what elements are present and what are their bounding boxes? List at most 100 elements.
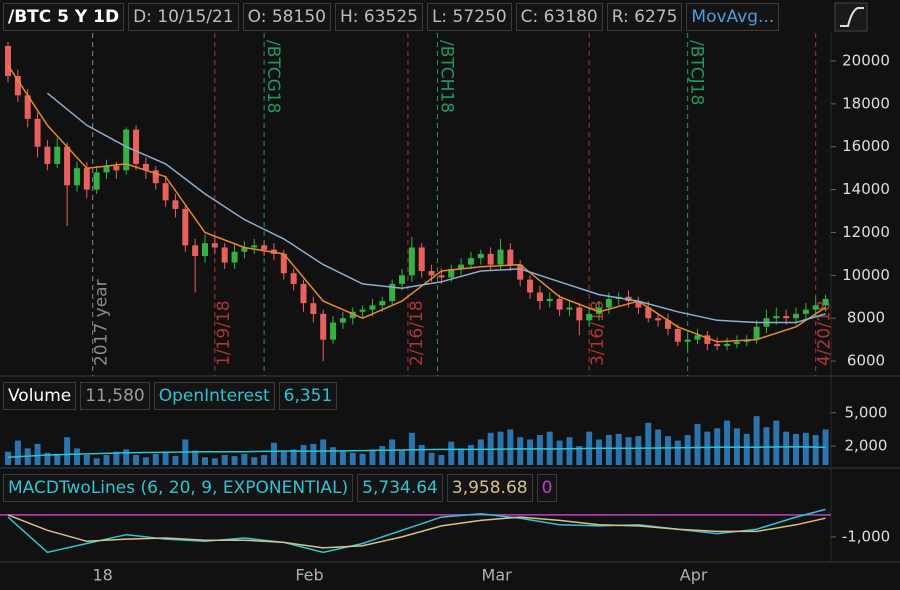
header-field: 0 xyxy=(536,474,558,502)
volume-bar xyxy=(133,455,140,465)
header-field: 5,734.64 xyxy=(357,474,443,502)
candle-body xyxy=(458,264,465,269)
line-series xyxy=(7,64,826,343)
volume-bar xyxy=(73,448,80,465)
y-tick-label: 14000 xyxy=(842,180,890,198)
candle-body xyxy=(477,253,484,259)
candle-body xyxy=(379,301,386,306)
volume-bar xyxy=(113,451,120,465)
line-series xyxy=(7,445,826,458)
candle-body xyxy=(5,46,11,77)
icon-curve[interactable] xyxy=(840,7,864,27)
event-label: 2017 year xyxy=(92,279,112,366)
candle-body xyxy=(536,292,543,302)
volume-bar xyxy=(103,455,110,465)
candle-body xyxy=(54,146,61,164)
volume-bar xyxy=(704,431,711,465)
header-field: 3,958.68 xyxy=(446,474,533,502)
volume-bar xyxy=(596,439,602,465)
y-tick-label: -1,000 xyxy=(842,527,890,545)
candle-body xyxy=(211,243,218,248)
volume-bar xyxy=(753,416,760,465)
volume-bar xyxy=(221,455,228,465)
candle-body xyxy=(812,305,819,310)
volume-bar xyxy=(231,456,238,465)
candle-body xyxy=(733,341,740,344)
candle-body xyxy=(142,163,149,171)
candle-body xyxy=(724,343,731,347)
candle-body xyxy=(635,301,642,308)
volume-bar xyxy=(812,435,819,465)
volume-bar xyxy=(359,453,366,465)
header-field: D: 10/15/21 xyxy=(128,3,239,31)
header-field: /BTC 5 Y 1D xyxy=(3,3,125,31)
event-label: 3/16/18 xyxy=(588,300,608,366)
volume-bar xyxy=(724,420,731,465)
volume-bar xyxy=(645,422,652,465)
candle-body xyxy=(487,253,494,265)
header-field: C: 63180 xyxy=(515,3,603,31)
volume-bar xyxy=(458,448,465,465)
line-series xyxy=(7,514,826,549)
candle-body xyxy=(14,76,21,96)
event-label: /BTCJ18 xyxy=(687,40,707,105)
candle-body xyxy=(674,328,681,342)
volume-bar xyxy=(54,453,61,465)
volume-bar xyxy=(251,457,258,465)
volume-bar xyxy=(5,451,11,465)
candle-body xyxy=(428,271,435,276)
candle-body xyxy=(231,251,238,263)
volume-bar xyxy=(438,455,445,465)
candle-body xyxy=(714,343,721,347)
header-field: 6,351 xyxy=(278,382,338,410)
candle-body xyxy=(349,311,356,319)
candle-body xyxy=(192,245,199,257)
candle-body xyxy=(596,307,602,314)
volume-bar xyxy=(566,437,573,465)
event-label: 4/20/18 xyxy=(815,300,835,366)
y-tick-label: 8000 xyxy=(847,309,885,327)
candle-body xyxy=(133,129,140,164)
volume-bar xyxy=(418,445,425,465)
drawing-tool-icon[interactable] xyxy=(834,2,868,32)
volume-bar xyxy=(83,455,90,465)
candle-body xyxy=(320,313,327,340)
candle-body xyxy=(546,298,553,302)
volume-bar xyxy=(192,450,199,465)
candle-body xyxy=(497,249,504,265)
event-label: 2/16/18 xyxy=(407,300,427,366)
volume-bar xyxy=(783,431,790,465)
volume-bar xyxy=(615,433,622,465)
candle-body xyxy=(467,258,474,265)
candle-body xyxy=(448,268,455,278)
volume-bar xyxy=(408,432,415,465)
candle-body xyxy=(83,168,90,190)
candle-body xyxy=(507,249,514,265)
candle-body xyxy=(330,322,337,340)
y-tick-label: 18000 xyxy=(842,94,890,112)
y-tick-label: 6000 xyxy=(847,352,885,370)
header-field: MovAvg... xyxy=(686,3,780,31)
volume-bar xyxy=(497,431,504,465)
price-header: /BTC 5 Y 1D D: 10/15/21 O: 58150 H: 63525 L:… xyxy=(3,3,780,31)
y-tick-label: 16000 xyxy=(842,137,890,155)
volume-bar xyxy=(664,436,671,465)
volume-bar xyxy=(261,455,268,465)
volume-bar xyxy=(310,443,317,465)
volume-bar xyxy=(655,429,662,465)
volume-bar xyxy=(330,447,337,465)
candle-body xyxy=(202,243,208,257)
volume-bar xyxy=(802,432,809,465)
candle-body xyxy=(123,129,130,171)
volume-bar xyxy=(14,440,21,465)
candle-body xyxy=(783,316,790,319)
candle-body xyxy=(261,245,268,250)
x-tick-label: Apr xyxy=(680,566,708,585)
event-label: 1/19/18 xyxy=(214,300,234,366)
macd-header: MACDTwoLines (6, 20, 9, EXPONENTIAL) 5,73… xyxy=(3,474,558,502)
candle-body xyxy=(399,275,405,284)
candle-body xyxy=(290,273,297,284)
volume-bar xyxy=(64,437,71,465)
candle-body xyxy=(664,320,671,329)
volume-bar xyxy=(270,442,277,465)
